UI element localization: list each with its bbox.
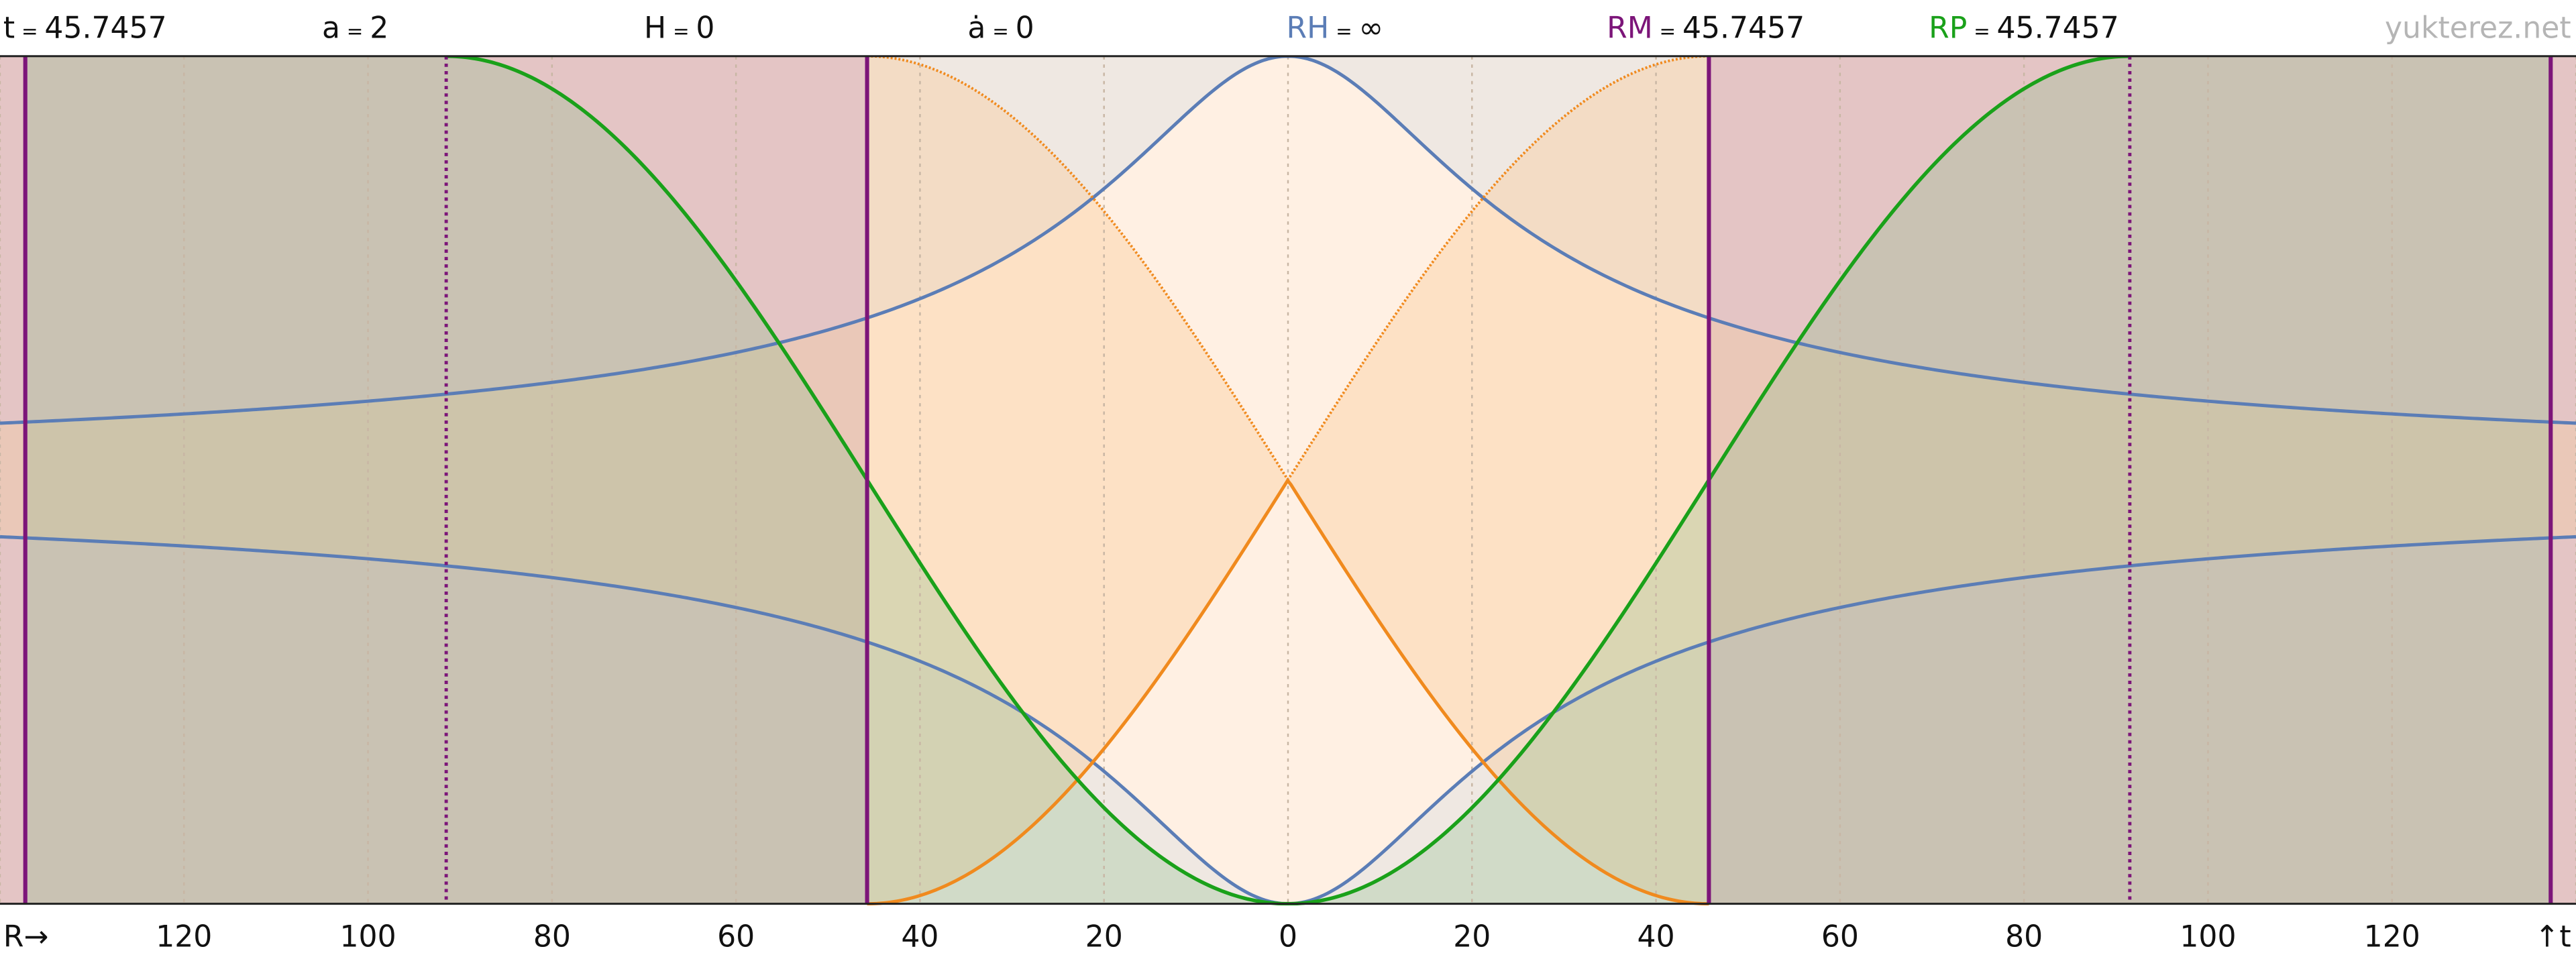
footer-bar (0, 905, 2576, 955)
x-tick-label: 0 (1279, 920, 1297, 954)
header-item: ȧ = 0 (967, 11, 1034, 46)
symbol: H (644, 11, 666, 46)
x-tick-label: 20 (1085, 920, 1123, 954)
header-item: a = 2 (322, 11, 388, 46)
x-tick-label: 20 (1453, 920, 1491, 954)
x-tick-label: 60 (1821, 920, 1859, 954)
equals: = (347, 20, 364, 43)
plot-area (0, 54, 2576, 906)
symbol: ȧ (967, 11, 985, 46)
equals: = (673, 20, 690, 43)
orange-curve (867, 477, 1709, 906)
equals: = (1660, 20, 1676, 43)
brand: yukterez.net (2385, 11, 2571, 46)
axis-start-label: R→ (3, 920, 49, 954)
header-item: RH = ∞ (1287, 11, 1384, 46)
side-region (1288, 56, 1709, 904)
side-region (867, 56, 1288, 904)
value: 2 (370, 11, 388, 46)
symbol: RP (1929, 11, 1967, 46)
green-region (26, 56, 2550, 904)
value: 0 (696, 11, 714, 46)
x-tick-label: 120 (156, 920, 212, 954)
equals: = (21, 20, 38, 43)
x-tick-label: 40 (1638, 920, 1675, 954)
equals: = (992, 20, 1009, 43)
outer-band (1709, 318, 2576, 642)
equals: = (1336, 20, 1352, 43)
header-item: RM = 45.7457 (1607, 11, 1805, 46)
x-tick-label: 60 (717, 920, 755, 954)
value: 45.7457 (44, 11, 166, 46)
orange-dotted-curve (867, 54, 1709, 482)
header: t = 45.7457 a = 2 H = 0 ȧ = 0 RH = ∞ RM = 45.7457 RP… (3, 11, 2571, 46)
value: 45.7457 (1682, 11, 1805, 46)
equals: = (1974, 20, 1990, 43)
axis-end-label: ↑t (2534, 920, 2571, 954)
x-axis: R→ ↑t 120 100 80 60 40 20 0 20 40 60 80 100 120 (3, 920, 2571, 954)
symbol: a (322, 11, 340, 46)
header-item: t = 45.7457 (3, 11, 167, 46)
symbol: t (3, 11, 15, 46)
outer-band (0, 318, 867, 642)
header-item: RP = 45.7457 (1929, 11, 2119, 46)
symbol: RH (1287, 11, 1330, 46)
x-tick-label: 80 (533, 920, 571, 954)
header-item: H = 0 (644, 11, 714, 46)
value: 0 (1016, 11, 1034, 46)
x-tick-label: 100 (340, 920, 396, 954)
value: 45.7457 (1997, 11, 2119, 46)
header-bar (0, 0, 2576, 56)
x-tick-label: 100 (2180, 920, 2236, 954)
x-tick-label: 40 (901, 920, 938, 954)
value: ∞ (1359, 11, 1384, 46)
symbol: RM (1607, 11, 1653, 46)
x-tick-label: 120 (2364, 920, 2420, 954)
x-tick-label: 80 (2005, 920, 2043, 954)
